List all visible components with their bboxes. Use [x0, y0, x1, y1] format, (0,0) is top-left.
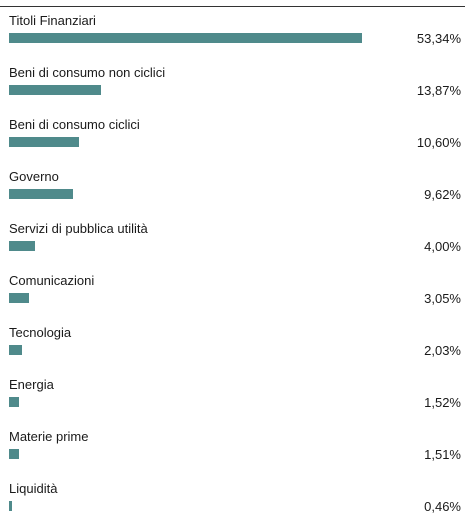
value-label: 1,51% — [424, 447, 461, 462]
bar-row: Beni di consumo ciclici 10,60% — [0, 110, 465, 162]
bar — [9, 397, 19, 407]
value-label: 13,87% — [416, 83, 461, 98]
bar — [9, 189, 73, 199]
value-label: 3,05% — [424, 291, 461, 306]
bar — [9, 293, 29, 303]
value-label: 4,00% — [424, 239, 461, 254]
bar-row: Comunicazioni 3,05% — [0, 266, 465, 318]
bar-row: Energia 1,52% — [0, 370, 465, 422]
category-label: Tecnologia — [9, 325, 72, 340]
category-label: Comunicazioni — [9, 273, 95, 288]
bar — [9, 33, 362, 43]
bar-row: Governo 9,62% — [0, 162, 465, 214]
value-label: 10,60% — [416, 135, 461, 150]
value-label: 2,03% — [424, 343, 461, 358]
bar — [9, 241, 35, 251]
bar-row: Titoli Finanziari 53,34% — [0, 6, 465, 58]
bar-row: Materie prime 1,51% — [0, 422, 465, 474]
category-label: Liquidità — [9, 481, 58, 496]
top-rule — [0, 6, 465, 7]
bar — [9, 501, 12, 511]
bar-row: Tecnologia 2,03% — [0, 318, 465, 370]
bar — [9, 449, 19, 459]
value-label: 0,46% — [424, 499, 461, 514]
value-label: 53,34% — [416, 31, 461, 46]
category-label: Beni di consumo non ciclici — [9, 65, 166, 80]
value-label: 1,52% — [424, 395, 461, 410]
category-label: Materie prime — [9, 429, 89, 444]
bar-row: Servizi di pubblica utilità 4,00% — [0, 214, 465, 266]
category-label: Titoli Finanziari — [9, 13, 96, 28]
bar-chart: Titoli Finanziari 53,34% Beni di consumo n… — [0, 6, 465, 514]
value-label: 9,62% — [424, 187, 461, 202]
category-label: Beni di consumo ciclici — [9, 117, 140, 132]
bar — [9, 345, 22, 355]
category-label: Servizi di pubblica utilità — [9, 221, 148, 236]
category-label: Energia — [9, 377, 54, 392]
category-label: Governo — [9, 169, 59, 184]
bar — [9, 85, 101, 95]
bar — [9, 137, 79, 147]
bar-row: Beni di consumo non ciclici 13,87% — [0, 58, 465, 110]
bar-row: Liquidità 0,46% — [0, 474, 465, 526]
